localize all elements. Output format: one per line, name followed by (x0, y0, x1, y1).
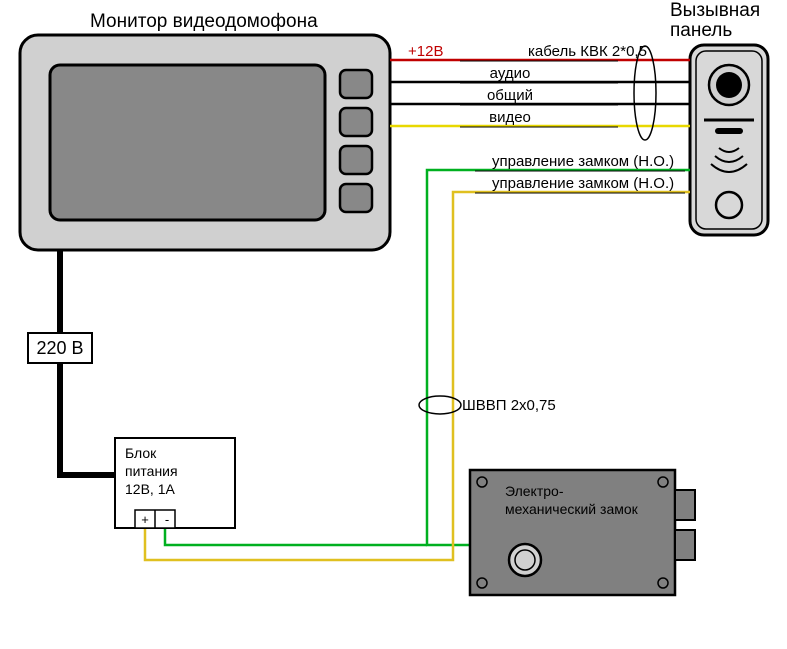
psu-label-2: питания (125, 463, 178, 479)
panel-mic-icon (715, 128, 743, 134)
lock-label-1: Электро- (505, 483, 564, 499)
psu-plus: + (141, 512, 149, 527)
monitor-button-0 (340, 70, 372, 98)
psu-label-1: Блок (125, 445, 157, 461)
wire-label-common: общий (487, 87, 533, 104)
lock-latch-1 (675, 490, 695, 520)
power-cable-bottom (60, 363, 115, 475)
wire-label-video: видео (489, 109, 531, 126)
cable-shvvp-label: ШВВП 2х0,75 (462, 397, 556, 414)
monitor-button-2 (340, 146, 372, 174)
lock-knob-icon (509, 544, 541, 576)
panel-title-0: Вызывная (670, 0, 760, 21)
voltage-label: 220 В (36, 338, 83, 358)
lock-label-2: механический замок (505, 501, 639, 517)
camera-lens-icon (716, 72, 742, 98)
psu-label-3: 12В, 1А (125, 481, 175, 497)
wire-label-audio: аудио (490, 65, 531, 82)
cable-kvk-label: кабель КВК 2*0,5 (528, 43, 647, 60)
lock-body (470, 470, 675, 595)
monitor-button-1 (340, 108, 372, 136)
wire-label-lock2: управление замком (Н.О.) (492, 175, 674, 192)
monitor-screen (50, 65, 325, 220)
monitor-title: Монитор видеодомофона (90, 11, 318, 32)
panel-title-1: панель (670, 20, 732, 41)
lock-latch-2 (675, 530, 695, 560)
wire-label-12v: +12В (408, 43, 443, 60)
wire-label-lock1: управление замком (Н.О.) (492, 153, 674, 170)
psu-minus: - (165, 512, 169, 527)
monitor-button-3 (340, 184, 372, 212)
wire-psu-to-lock (165, 528, 427, 545)
shvvp-bundle-ellipse (419, 396, 461, 414)
